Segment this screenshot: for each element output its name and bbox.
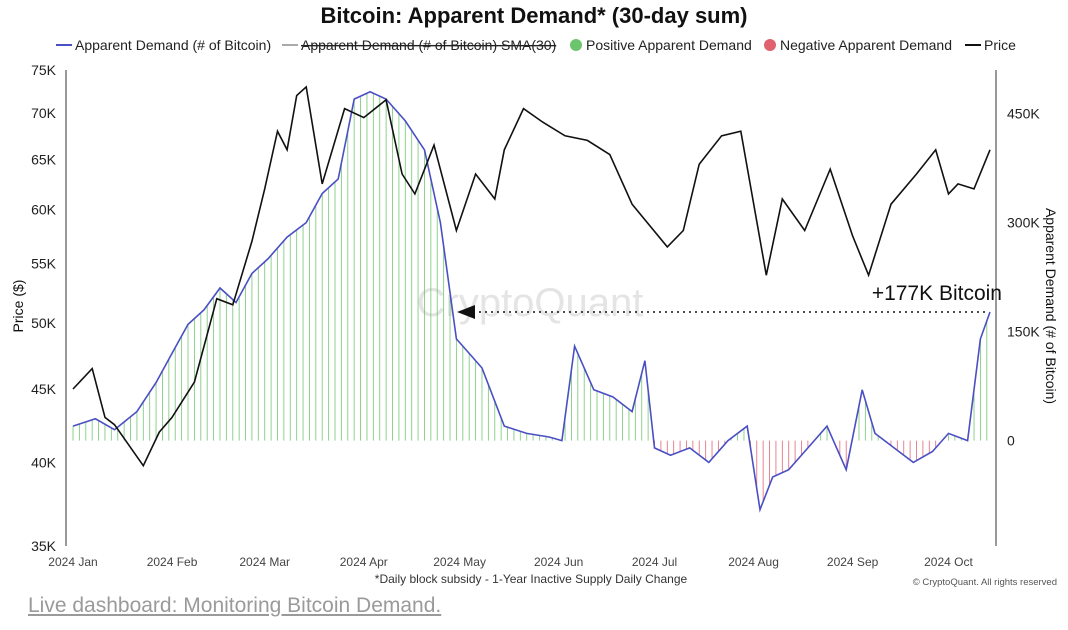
legend-label: Negative Apparent Demand (780, 37, 952, 53)
y-left-tick-label: 35K (31, 538, 57, 554)
x-tick-label: 2024 Jun (534, 555, 583, 569)
legend-label: Apparent Demand (# of Bitcoin) SMA(30) (301, 37, 556, 53)
legend: Apparent Demand (# of Bitcoin) Apparent D… (56, 37, 1016, 53)
legend-marker (764, 39, 776, 51)
y-right-tick-label: 0 (1007, 433, 1015, 449)
live-dashboard-link[interactable]: Live dashboard: Monitoring Bitcoin Deman… (28, 594, 442, 617)
x-tick-label: 2024 Apr (340, 555, 388, 569)
chart-footnote: *Daily block subsidy - 1-Year Inactive S… (375, 572, 688, 586)
demand-bars (72, 93, 988, 502)
legend-label: Apparent Demand (# of Bitcoin) (75, 37, 271, 53)
legend-marker (570, 39, 582, 51)
x-tick-label: 2024 Oct (924, 555, 973, 569)
x-tick-label: 2024 May (433, 555, 486, 569)
legend-label: Positive Apparent Demand (586, 37, 752, 53)
plot-area: CryptoQuant 35K 40K 45K 50K 55K 60K 65K 70K 75K 0 1… (31, 62, 1040, 569)
annotation-arrowhead (457, 305, 475, 319)
copyright-text: © CryptoQuant. All rights reserved (913, 577, 1057, 588)
apparent-demand-line (72, 90, 991, 513)
price-line (72, 85, 991, 468)
y-right-tick-label: 150K (1007, 324, 1040, 340)
y-right-tick-label: 450K (1007, 106, 1040, 122)
y-right-axis-title: Apparent Demand (# of Bitcoin) (1043, 208, 1059, 404)
y-left-tick-label: 50K (31, 315, 57, 331)
y-left-tick-label: 70K (31, 105, 57, 121)
annotation-label: +177K Bitcoin (872, 282, 1002, 305)
y-left-tick-label: 55K (31, 256, 57, 272)
y-left-axis-title: Price ($) (10, 280, 26, 333)
y-left-tick-label: 75K (31, 62, 57, 78)
x-tick-label: 2024 Jul (632, 555, 677, 569)
x-tick-label: 2024 Mar (239, 555, 290, 569)
x-tick-label: 2024 Feb (147, 555, 198, 569)
legend-label: Price (984, 37, 1016, 53)
y-left-tick-label: 45K (31, 381, 57, 397)
y-left-tick-label: 40K (31, 455, 57, 471)
chart-title: Bitcoin: Apparent Demand* (30-day sum) (320, 3, 747, 28)
x-tick-label: 2024 Aug (728, 555, 779, 569)
y-right-tick-label: 300K (1007, 215, 1040, 231)
y-left-tick-label: 65K (31, 151, 57, 167)
watermark: CryptoQuant (417, 281, 644, 325)
x-tick-label: 2024 Jan (48, 555, 97, 569)
x-tick-label: 2024 Sep (827, 555, 879, 569)
y-left-tick-label: 60K (31, 201, 57, 217)
